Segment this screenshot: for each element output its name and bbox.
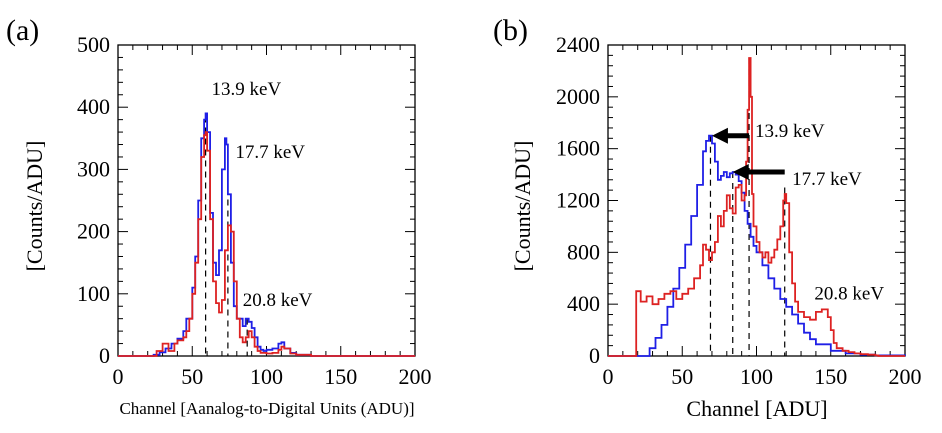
y-tick-label: 400: [567, 291, 600, 316]
ylabel-a: [Counts/ADU]: [22, 141, 47, 272]
x-tick-label: 100: [740, 364, 773, 389]
energy-annotation: 20.8 keV: [814, 284, 884, 305]
plot-frame: [607, 44, 906, 357]
y-tick-label: 100: [77, 281, 110, 306]
panel-a: (a) [Counts/ADU] Channel [Aanalog-to-Dig…: [6, 14, 432, 418]
energy-annotation: 20.8 keV: [243, 290, 313, 311]
y-tick-label: 500: [77, 32, 110, 57]
x-tick-label: 150: [324, 364, 357, 389]
y-tick-label: 2400: [556, 32, 600, 57]
xlabel-b: Channel [ADU]: [686, 396, 827, 421]
y-tick-label: 800: [567, 239, 600, 264]
x-tick-label: 0: [113, 364, 124, 389]
series-red: [608, 57, 905, 357]
energy-annotation: 13.9 keV: [755, 121, 825, 142]
y-tick-label: 200: [77, 219, 110, 244]
series-red: [118, 131, 415, 357]
y-tick-label: 0: [99, 343, 110, 368]
shift-arrow-head: [711, 127, 728, 144]
x-tick-label: 0: [603, 364, 614, 389]
xlabel-a: Channel [Aanalog-to-Digital Units (ADU)]: [119, 399, 414, 418]
energy-annotation: 13.9 keV: [212, 79, 282, 100]
y-tick-label: 400: [77, 94, 110, 119]
x-tick-label: 50: [671, 364, 693, 389]
x-tick-label: 200: [889, 364, 922, 389]
shift-arrow-head: [732, 163, 749, 180]
panel-b: (b) [Counts/ADU] Channel [ADU] 0 50 100 150…: [493, 14, 922, 421]
series-blue: [608, 134, 906, 357]
energy-annotation: 17.7 keV: [235, 142, 305, 163]
y-tick-label: 0: [589, 343, 600, 368]
x-tick-label: 50: [181, 364, 203, 389]
x-tick-label: 200: [399, 364, 432, 389]
y-tick-label: 300: [77, 156, 110, 181]
ylabel-b: [Counts/ADU]: [510, 141, 535, 272]
y-tick-label: 2000: [556, 84, 600, 109]
energy-annotation: 17.7 keV: [792, 169, 862, 190]
x-tick-label: 150: [814, 364, 847, 389]
y-tick-label: 1600: [556, 136, 600, 161]
x-tick-label: 100: [250, 364, 283, 389]
y-tick-label: 1200: [556, 188, 600, 213]
panel-label-a: (a): [6, 14, 39, 47]
plot-area-a: 0 50 100 150 200 0 100 200 300 400 500 13.9 keV 17.7…: [77, 32, 432, 389]
panel-label-b: (b): [493, 14, 528, 47]
series-blue: [118, 112, 415, 357]
plot-area-b: 0 50 100 150 2000400800120016002000240013.9 …: [556, 32, 922, 389]
